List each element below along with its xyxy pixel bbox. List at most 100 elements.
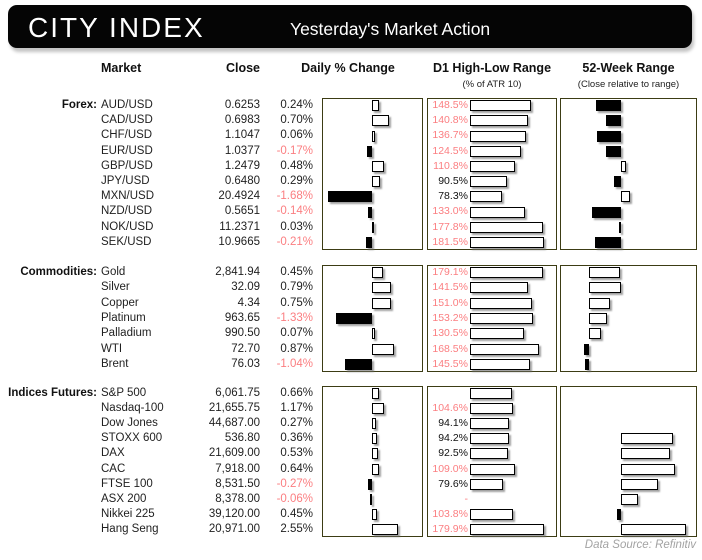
daily-change-bar: [371, 463, 379, 475]
close-value: 20,971.00: [208, 522, 260, 535]
d1-range-label: 124.5%: [432, 144, 468, 157]
w52-range-bar: [594, 236, 621, 248]
daily-change-value: -1.04%: [276, 357, 313, 370]
w52-range-bar: [589, 313, 607, 325]
close-value: 0.6480: [224, 175, 260, 187]
d1-range-label: 168.5%: [432, 342, 468, 355]
w52-range-bar: [584, 343, 589, 355]
d1-range-bar: [470, 388, 512, 400]
daily-change-value: 0.66%: [280, 387, 313, 399]
daily-change-value: 0.79%: [280, 281, 313, 294]
d1-range-bar: [470, 176, 507, 188]
market-name: GBP/USD: [101, 159, 153, 172]
d1-range-bar: [470, 418, 509, 430]
w52-range-bar: [620, 160, 626, 172]
market-name: AUD/USD: [101, 99, 153, 111]
daily-change-bar: [371, 115, 389, 127]
daily-change-value: 0.75%: [280, 296, 313, 309]
d1-range-bar: [470, 508, 513, 520]
d1-range-label: 140.8%: [432, 114, 468, 127]
w52-range-bar: [589, 282, 621, 294]
market-name: Brent: [101, 357, 129, 370]
city-index-logo: CITY INDEX: [28, 12, 205, 43]
w52-range-bar: [613, 176, 621, 188]
header-bar: CITY INDEX Yesterday's Market Action: [8, 5, 692, 48]
d1-range-label: 179.9%: [432, 522, 468, 535]
daily-change-panel-indicesfutures: [322, 386, 423, 537]
daily-change-value: 0.06%: [280, 129, 313, 142]
d1-range-label: [429, 386, 468, 401]
close-value: 2,841.94: [215, 266, 260, 278]
close-value: 44,687.00: [208, 417, 260, 430]
close-value: 10.9665: [218, 235, 260, 248]
daily-change-bar: [371, 100, 379, 112]
close-value: 20.4924: [218, 190, 260, 203]
close-value: 1.2479: [224, 159, 260, 172]
daily-change-value: -0.27%: [276, 477, 313, 490]
d1-range-bar: [470, 433, 509, 445]
daily-change-bar: [371, 418, 376, 430]
w52-range-bar: [589, 328, 601, 340]
column-subheader-atr: (% of ATR 10): [462, 79, 522, 90]
close-value: 21,609.00: [208, 447, 260, 460]
market-name: CHF/USD: [101, 129, 153, 142]
close-value: 0.5651: [224, 205, 260, 218]
daily-change-bar: [371, 328, 375, 340]
daily-change-bar: [335, 313, 372, 325]
d1-range-label: 92.5%: [438, 447, 468, 460]
d1-range-label: 104.6%: [432, 402, 468, 415]
d1-range-label: 78.3%: [438, 190, 468, 203]
daily-change-value: 2.55%: [280, 522, 313, 535]
daily-change-value: 0.03%: [280, 220, 313, 233]
market-name: S&P 500: [101, 387, 147, 399]
market-name: Palladium: [101, 327, 152, 340]
daily-change-value: 0.53%: [280, 447, 313, 460]
market-name: Platinum: [101, 311, 146, 324]
w52-range-bar: [620, 191, 630, 203]
section-label-commodities: Commodities:: [20, 266, 97, 278]
daily-change-value: 0.45%: [280, 507, 313, 520]
market-name: CAC: [101, 462, 126, 475]
d1-range-bar: [470, 282, 528, 294]
w52-range-bar: [618, 221, 621, 233]
d1-range-bar: [470, 160, 515, 172]
market-name: Gold: [101, 266, 126, 278]
close-value: 32.09: [231, 281, 260, 294]
daily-change-value: -0.21%: [276, 235, 313, 248]
daily-change-value: 0.07%: [280, 327, 313, 340]
close-value: 1.0377: [224, 144, 260, 157]
d1-range-label: 90.5%: [438, 175, 468, 187]
daily-change-value: 0.36%: [280, 432, 313, 445]
daily-change-panel-forex: [322, 98, 423, 250]
column-subheader-close-relative: (Close relative to range): [577, 79, 680, 90]
d1-range-bar: [470, 100, 531, 112]
d1-range-bar: [470, 478, 503, 490]
d1-range-label: 110.8%: [433, 159, 468, 172]
d1-range-bar: [470, 267, 543, 279]
daily-change-value: 0.87%: [280, 342, 313, 355]
daily-change-bar: [371, 297, 391, 309]
daily-change-bar: [367, 206, 372, 218]
d1-range-panel-indicesfutures: [427, 386, 557, 537]
d1-range-label: 179.1%: [432, 266, 468, 278]
column-header-52-week-range: 52-Week Range: [582, 61, 675, 75]
market-name: SEK/USD: [101, 235, 152, 248]
w52-range-bar: [589, 267, 620, 279]
daily-change-bar: [371, 267, 383, 279]
d1-range-bar: [470, 463, 515, 475]
section-label-indicesfutures: Indices Futures:: [8, 387, 97, 399]
d1-range-label: 151.0%: [432, 296, 468, 309]
close-value: 7,918.00: [215, 462, 260, 475]
market-name: ASX 200: [101, 492, 147, 505]
w52-range-bar: [616, 508, 621, 520]
d1-range-bar: [470, 403, 513, 415]
column-header-close: Close: [225, 61, 260, 75]
d1-range-label: 94.1%: [438, 417, 468, 430]
d1-range-label: 141.5%: [432, 281, 468, 294]
market-name: STOXX 600: [101, 432, 163, 445]
close-value: 21,655.75: [208, 402, 260, 415]
close-value: 536.80: [224, 432, 260, 445]
d1-range-label: 145.5%: [432, 357, 468, 370]
daily-change-bar: [371, 448, 378, 460]
daily-change-value: 0.64%: [280, 462, 313, 475]
